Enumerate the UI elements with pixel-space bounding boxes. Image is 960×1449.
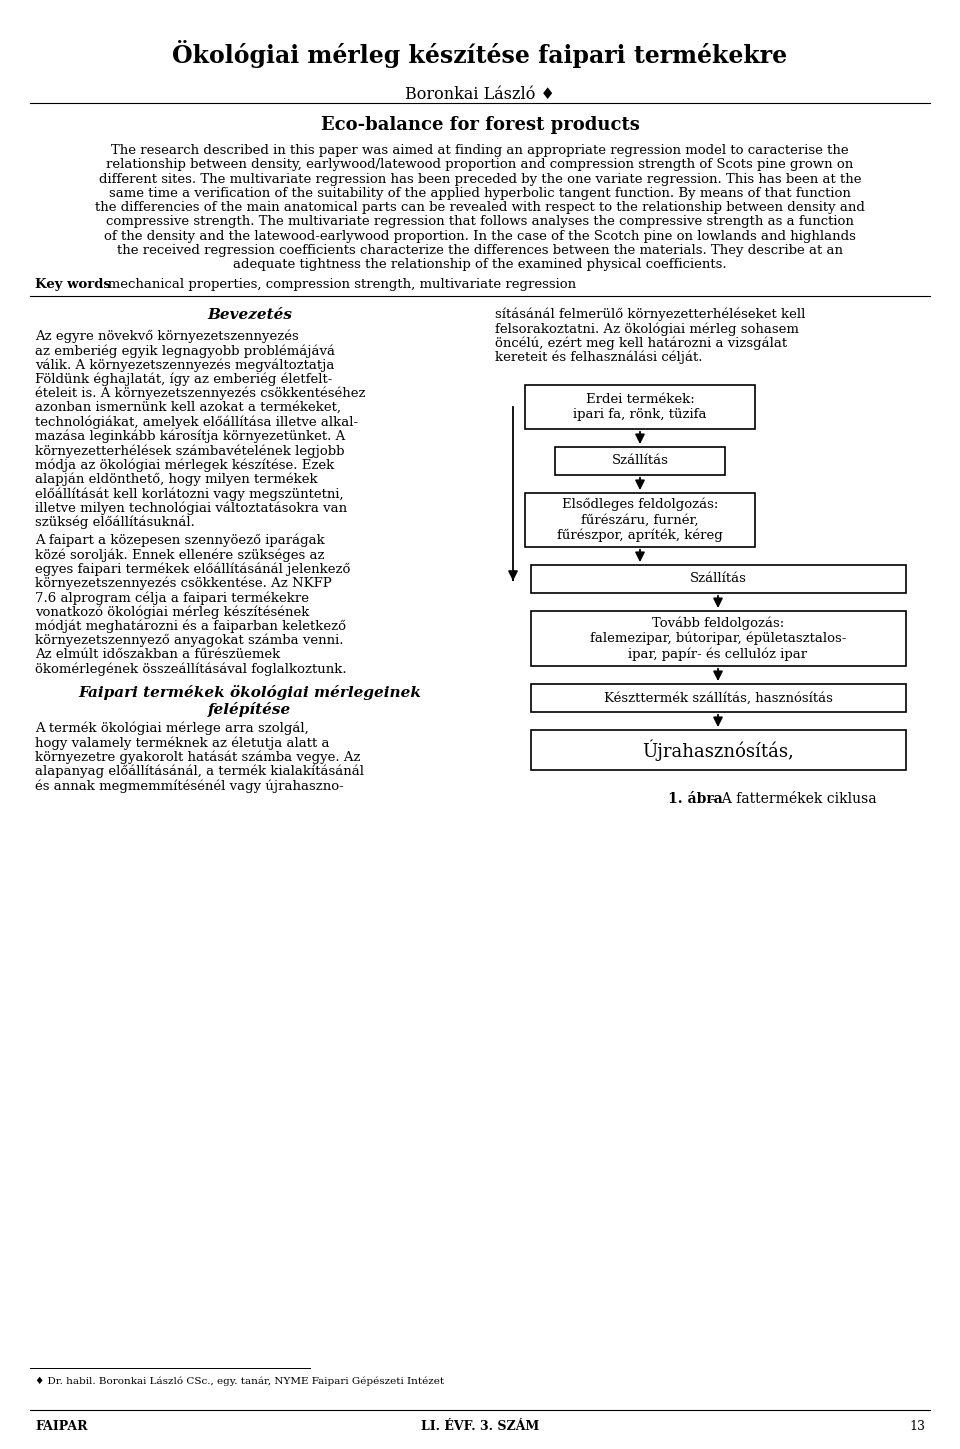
Text: same time a verification of the suitability of the applied hyperbolic tangent fu: same time a verification of the suitabil… bbox=[109, 187, 851, 200]
Text: 1. ábra: 1. ábra bbox=[668, 793, 723, 806]
Text: öncélú, ezért meg kell határozni a vizsgálat: öncélú, ezért meg kell határozni a vizsg… bbox=[495, 336, 787, 349]
Text: Bevezetés: Bevezetés bbox=[207, 307, 293, 322]
FancyBboxPatch shape bbox=[525, 385, 755, 429]
Text: ♦ Dr. habil. Boronkai László CSc., egy. tanár, NYME Faipari Gépészeti Intézet: ♦ Dr. habil. Boronkai László CSc., egy. … bbox=[35, 1377, 444, 1385]
Text: Az elmúlt időszakban a fűrészüemek: Az elmúlt időszakban a fűrészüemek bbox=[35, 648, 280, 661]
Text: of the density and the latewood-earlywood proportion. In the case of the Scotch : of the density and the latewood-earlywoo… bbox=[104, 230, 856, 243]
Text: Szállítás: Szállítás bbox=[612, 455, 668, 468]
Text: Az egyre növekvő környezetszennyezés: Az egyre növekvő környezetszennyezés bbox=[35, 330, 299, 343]
Text: az emberiég egyik legnagyobb problémájává: az emberiég egyik legnagyobb problémájáv… bbox=[35, 343, 335, 358]
Text: Készttermék szállítás, hasznósítás: Készttermék szállítás, hasznósítás bbox=[604, 691, 832, 704]
Text: adequate tightness the relationship of the examined physical coefficients.: adequate tightness the relationship of t… bbox=[233, 258, 727, 271]
Text: környezetszennyezés csökkentése. Az NKFP: környezetszennyezés csökkentése. Az NKFP bbox=[35, 577, 332, 590]
FancyBboxPatch shape bbox=[531, 684, 905, 711]
Text: different sites. The multivariate regression has been preceded by the one variat: different sites. The multivariate regres… bbox=[99, 172, 861, 185]
Text: ételeit is. A környezetszennyezés csökkentéséhez: ételeit is. A környezetszennyezés csökke… bbox=[35, 387, 366, 400]
Text: Újrahasznósítás,: Újrahasznósítás, bbox=[642, 739, 794, 761]
Text: illetve milyen technológiai változtatásokra van: illetve milyen technológiai változtatáso… bbox=[35, 501, 348, 514]
Text: és annak megmemmítésénél vagy újrahaszno-: és annak megmemmítésénél vagy újrahaszno… bbox=[35, 780, 344, 793]
Text: Ökológiai mérleg készítése faipari termékekre: Ökológiai mérleg készítése faipari termé… bbox=[173, 41, 787, 68]
Text: Szállítás: Szállítás bbox=[689, 572, 747, 585]
Text: alapján eldönthető, hogy milyen termékek: alapján eldönthető, hogy milyen termékek bbox=[35, 472, 318, 487]
Text: : mechanical properties, compression strength, multivariate regression: : mechanical properties, compression str… bbox=[99, 278, 576, 291]
Text: módja az ökológiai mérlegek készítése. Ezek: módja az ökológiai mérlegek készítése. E… bbox=[35, 458, 334, 472]
Text: Faipari termékek ökológiai mérlegeinek: Faipari termékek ökológiai mérlegeinek bbox=[79, 685, 421, 700]
Text: LI. ÉVF. 3. SZÁM: LI. ÉVF. 3. SZÁM bbox=[420, 1420, 540, 1433]
Text: egyes faipari termékek előállításánál jelenkező: egyes faipari termékek előállításánál je… bbox=[35, 562, 350, 577]
Text: szükség előállításuknál.: szükség előállításuknál. bbox=[35, 516, 195, 529]
FancyBboxPatch shape bbox=[525, 493, 755, 546]
Text: A termék ökológiai mérlege arra szolgál,: A termék ökológiai mérlege arra szolgál, bbox=[35, 722, 309, 736]
Text: kereteit és felhasználási célját.: kereteit és felhasználási célját. bbox=[495, 351, 703, 364]
Text: válik. A környezetszennyezés megváltoztatja: válik. A környezetszennyezés megváltozta… bbox=[35, 358, 334, 372]
Text: ökomérlegének összeállításával foglalkoztunk.: ökomérlegének összeállításával foglalkoz… bbox=[35, 662, 347, 677]
FancyBboxPatch shape bbox=[531, 730, 905, 769]
FancyBboxPatch shape bbox=[531, 611, 905, 667]
Text: környezetterhélések számbavételének legjobb: környezetterhélések számbavételének legj… bbox=[35, 443, 345, 458]
FancyBboxPatch shape bbox=[555, 446, 725, 475]
Text: relationship between density, earlywood/latewood proportion and compression stre: relationship between density, earlywood/… bbox=[107, 158, 853, 171]
Text: módját meghatározni és a faiparban keletkező: módját meghatározni és a faiparban kelet… bbox=[35, 620, 346, 633]
Text: technológiákat, amelyek előállítása illetve alkal-: technológiákat, amelyek előállítása ille… bbox=[35, 416, 358, 429]
Text: mazása leginkább károsítja környezetünket. A: mazása leginkább károsítja környezetünke… bbox=[35, 430, 346, 443]
Text: A faipart a közepesen szennyöező iparágak: A faipart a közepesen szennyöező iparága… bbox=[35, 533, 324, 548]
Text: Erdei termékek:
ipari fa, rönk, tüzifa: Erdei termékek: ipari fa, rönk, tüzifa bbox=[573, 393, 707, 420]
Text: felsorakoztatni. Az ökológiai mérleg sohasem: felsorakoztatni. Az ökológiai mérleg soh… bbox=[495, 322, 799, 336]
Text: alapanyag előállításánál, a termék kialakításánál: alapanyag előállításánál, a termék kiala… bbox=[35, 765, 364, 778]
FancyBboxPatch shape bbox=[531, 565, 905, 593]
Text: Elsődleges feldolgozás:
fűrészáru, furnér,
fűrészpor, apríték, kéreg: Elsődleges feldolgozás: fűrészáru, furné… bbox=[557, 498, 723, 542]
Text: compressive strength. The multivariate regression that follows analyses the comp: compressive strength. The multivariate r… bbox=[106, 216, 854, 229]
Text: azonban ismernünk kell azokat a termékeket,: azonban ismernünk kell azokat a termékek… bbox=[35, 401, 341, 414]
Text: előállítását kell korlátozni vagy megszüntetni,: előállítását kell korlátozni vagy megszü… bbox=[35, 487, 344, 500]
Text: felépítése: felépítése bbox=[208, 701, 292, 717]
Text: hogy valamely terméknek az életutja alatt a: hogy valamely terméknek az életutja alat… bbox=[35, 736, 329, 749]
Text: közé sorolják. Ennek ellenére szükséges az: közé sorolják. Ennek ellenére szükséges … bbox=[35, 548, 324, 562]
Text: vonatkozó ökológiai mérleg készítésének: vonatkozó ökológiai mérleg készítésének bbox=[35, 606, 309, 619]
Text: sításánál felmerülő környezetterhéléseket kell: sításánál felmerülő környezetterhéléseke… bbox=[495, 307, 805, 322]
Text: Eco-balance for forest products: Eco-balance for forest products bbox=[321, 116, 639, 133]
Text: 13: 13 bbox=[909, 1420, 925, 1433]
Text: Földünk éghajlatát, így az emberiég életfelt-: Földünk éghajlatát, így az emberiég élet… bbox=[35, 372, 332, 385]
Text: the received regression coefficients characterize the differences between the ma: the received regression coefficients cha… bbox=[117, 243, 843, 256]
Text: Boronkai László ♦: Boronkai László ♦ bbox=[405, 85, 555, 103]
Text: Key words: Key words bbox=[35, 278, 110, 291]
Text: környezetre gyakorolt hatását számba vegye. Az: környezetre gyakorolt hatását számba veg… bbox=[35, 751, 361, 764]
Text: The research described in this paper was aimed at finding an appropriate regress: The research described in this paper was… bbox=[111, 143, 849, 156]
Text: FAIPAR: FAIPAR bbox=[35, 1420, 87, 1433]
Text: – A fattermékek ciklusa: – A fattermékek ciklusa bbox=[706, 793, 876, 806]
Text: környezetszennyező anyagokat számba venni.: környezetszennyező anyagokat számba venn… bbox=[35, 635, 344, 648]
Text: the differencies of the main anatomical parts can be revealed with respect to th: the differencies of the main anatomical … bbox=[95, 201, 865, 214]
Text: Tovább feldolgozás:
falemezipar, bútoripar, épületasztalos-
ipar, papír- és cell: Tovább feldolgozás: falemezipar, bútorip… bbox=[589, 616, 846, 661]
Text: 7.6 alprogram célja a faipari termékekre: 7.6 alprogram célja a faipari termékekre bbox=[35, 591, 309, 604]
